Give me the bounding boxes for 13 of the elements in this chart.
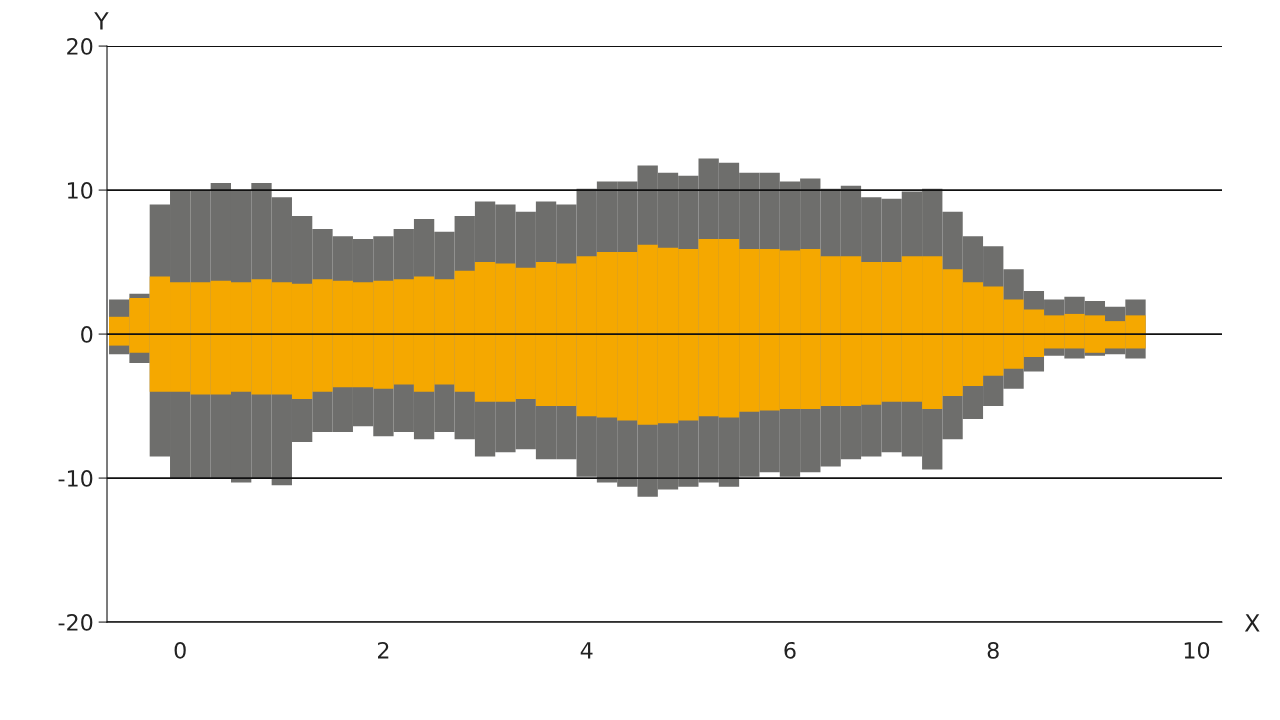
- y-tick-label: -10: [58, 470, 93, 487]
- y-tick-label: 0: [81, 326, 93, 343]
- x-tick-label: 6: [784, 641, 796, 659]
- y-tick-label: 10: [67, 182, 93, 199]
- y-tick-label: -20: [58, 614, 93, 631]
- x-tick-label: 0: [174, 641, 186, 659]
- x-tick-label: 2: [378, 641, 389, 659]
- x-tick-label: 8: [987, 641, 999, 659]
- x-axis-title: X: [1244, 614, 1260, 632]
- x-tick-label: 4: [580, 642, 593, 659]
- x-tick-label: 10: [1184, 641, 1210, 659]
- y-axis-title: Y: [94, 12, 109, 30]
- y-tick-label: 20: [67, 38, 93, 55]
